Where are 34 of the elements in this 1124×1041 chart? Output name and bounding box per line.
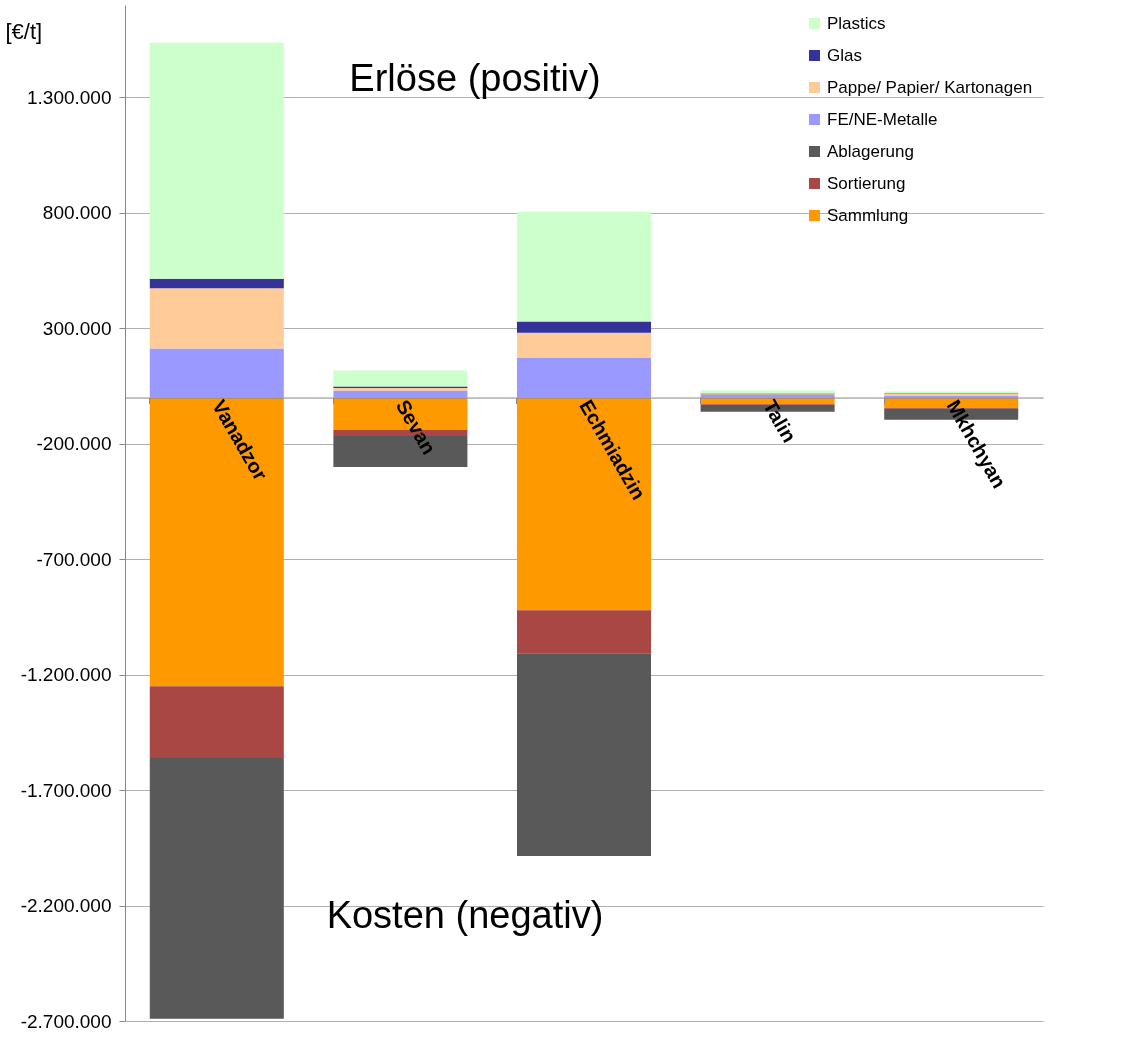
bar (149, 397, 284, 687)
y-tick-label: -1.200.000 (20, 664, 112, 686)
annotation: Kosten (negativ) (326, 894, 604, 936)
bar (333, 370, 468, 387)
y-tick-label: -200.000 (36, 433, 112, 455)
bar (149, 278, 284, 289)
bar (516, 397, 652, 611)
legend-label: FE/NE-Metalle (827, 109, 938, 129)
legend-label: Glas (827, 45, 862, 65)
bar (149, 348, 284, 398)
bar (149, 42, 284, 279)
y-tick-label: 800.000 (42, 202, 112, 224)
y-tick-label: -2.200.000 (20, 895, 112, 917)
bar (516, 211, 652, 322)
y-axis-title: [€/t] (5, 18, 43, 44)
bar (516, 321, 652, 333)
legend-label: Sortierung (827, 173, 906, 193)
legend-label: Ablagerung (827, 141, 914, 161)
y-tick-label: -700.000 (36, 548, 112, 570)
y-tick-label: 1.300.000 (26, 86, 112, 108)
bar (516, 610, 652, 654)
bar (516, 653, 652, 856)
y-tick-label: -2.700.000 (20, 1010, 112, 1032)
legend-label: Plastics (827, 13, 886, 33)
bar (149, 757, 284, 1019)
legend-label: Sammlung (827, 205, 909, 225)
bar (149, 288, 284, 349)
y-tick-label: -1.700.000 (20, 779, 112, 801)
bar (516, 332, 652, 358)
bar (516, 357, 652, 398)
bar (149, 686, 284, 758)
annotation: Erlöse (positiv) (349, 57, 601, 99)
legend-label: Pappe/ Papier/ Kartonagen (827, 77, 1033, 97)
y-tick-label: 300.000 (42, 317, 112, 339)
